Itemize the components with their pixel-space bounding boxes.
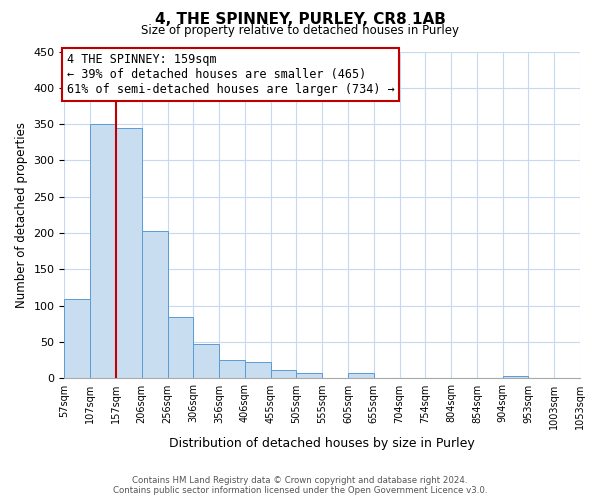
Bar: [142, 231, 167, 378]
Bar: [90, 124, 116, 378]
Bar: [348, 372, 374, 378]
Bar: [219, 360, 245, 378]
Text: Size of property relative to detached houses in Purley: Size of property relative to detached ho…: [141, 24, 459, 37]
Bar: [296, 374, 322, 378]
Bar: [503, 376, 529, 378]
Bar: [193, 344, 219, 378]
Y-axis label: Number of detached properties: Number of detached properties: [15, 122, 28, 308]
Text: Contains HM Land Registry data © Crown copyright and database right 2024.
Contai: Contains HM Land Registry data © Crown c…: [113, 476, 487, 495]
Bar: [116, 128, 142, 378]
Bar: [167, 316, 193, 378]
Text: 4, THE SPINNEY, PURLEY, CR8 1AB: 4, THE SPINNEY, PURLEY, CR8 1AB: [155, 12, 445, 28]
Text: 4 THE SPINNEY: 159sqm
← 39% of detached houses are smaller (465)
61% of semi-det: 4 THE SPINNEY: 159sqm ← 39% of detached …: [67, 53, 395, 96]
Bar: [245, 362, 271, 378]
X-axis label: Distribution of detached houses by size in Purley: Distribution of detached houses by size …: [169, 437, 475, 450]
Bar: [64, 298, 90, 378]
Bar: [271, 370, 296, 378]
